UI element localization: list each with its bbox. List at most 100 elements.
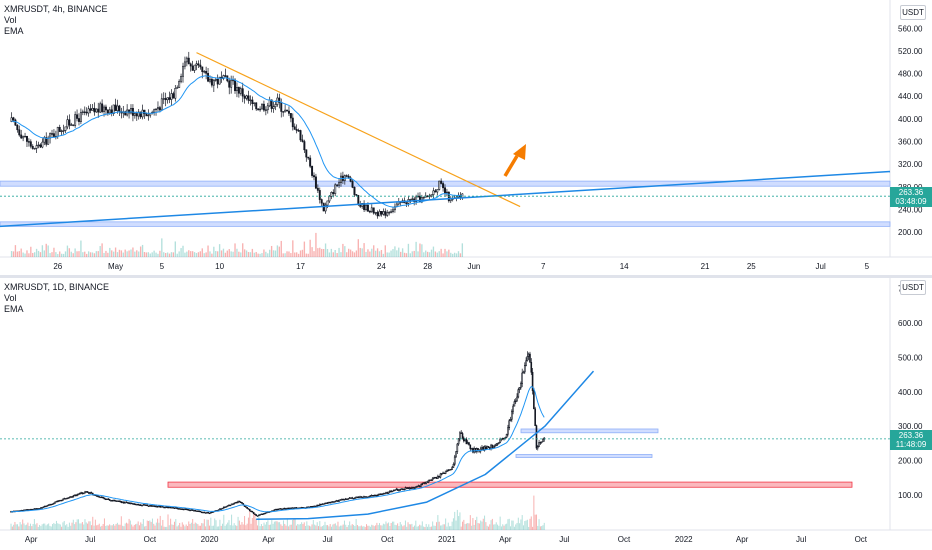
x-tick-label: Apr: [499, 535, 512, 544]
volume-bar: [89, 252, 92, 257]
candle-body: [379, 493, 382, 496]
candle-body: [278, 97, 281, 103]
volume-bar: [61, 526, 63, 530]
candle-body: [183, 61, 186, 67]
volume-bar: [116, 522, 118, 530]
volume-bar: [145, 252, 148, 257]
candle-body: [422, 196, 425, 199]
candle-body: [143, 504, 146, 506]
currency-unit-label[interactable]: USDT: [900, 5, 926, 20]
volume-bar: [189, 524, 191, 530]
candle-body: [71, 496, 73, 498]
candle-body: [281, 508, 283, 511]
volume-bar: [334, 250, 336, 257]
candle-body: [430, 194, 433, 197]
volume-bar: [299, 524, 301, 530]
candle-body: [40, 507, 42, 509]
candle-body: [425, 481, 427, 484]
candle-body: [232, 503, 234, 505]
candle-body: [338, 499, 341, 502]
volume-bar: [166, 526, 168, 530]
volume-bar: [267, 520, 269, 530]
volume-bar: [354, 526, 356, 530]
volume-bar: [303, 241, 306, 257]
volume-bar: [94, 519, 96, 530]
volume-bar: [218, 244, 221, 257]
volume-bar: [68, 522, 70, 530]
volume-bar: [253, 512, 255, 530]
chart-title: XMRUSDT, 1D, BINANCE: [4, 282, 110, 292]
volume-bar: [430, 249, 433, 257]
candle-body: [12, 117, 15, 121]
volume-bar: [53, 522, 55, 530]
volume-bar: [487, 526, 489, 530]
candle-body: [33, 508, 36, 510]
candle-body: [68, 119, 71, 126]
candle-body: [89, 108, 92, 111]
chart-pane-1d[interactable]: XMRUSDT, 1D, BINANCE Vol EMA USDT 263.36…: [0, 278, 932, 550]
volume-bar: [79, 523, 81, 530]
chart-canvas-1d[interactable]: 700.00600.00500.00400.00300.00200.00100.…: [0, 278, 932, 550]
volume-bar: [317, 248, 319, 257]
pane-divider[interactable]: [0, 275, 932, 278]
volume-bar: [74, 524, 76, 530]
support-zone: [515, 454, 653, 458]
volume-bar: [238, 251, 240, 257]
candle-body: [465, 438, 468, 445]
volume-bar: [59, 524, 61, 530]
candle-body: [329, 501, 331, 504]
volume-bar: [274, 250, 277, 257]
volume-bar: [46, 524, 48, 530]
volume-bar: [186, 251, 188, 257]
candle-body: [380, 211, 383, 215]
volume-bar: [269, 249, 271, 257]
volume-bar: [442, 253, 444, 257]
candle-body: [390, 490, 392, 493]
candle-body: [230, 503, 233, 506]
volume-bar: [415, 241, 417, 257]
volume-bar: [524, 521, 526, 530]
volume-bar: [39, 524, 41, 530]
candle-body: [191, 509, 194, 511]
volume-bar: [525, 520, 527, 530]
volume-bar: [20, 248, 22, 257]
candle-body: [224, 75, 227, 77]
volume-bar: [80, 240, 82, 257]
volume-bar: [240, 252, 242, 257]
arrow-up-icon: [513, 144, 526, 160]
candle-body: [36, 508, 38, 510]
volume-bar: [62, 522, 64, 530]
volume-bar: [115, 523, 117, 530]
volume-bar: [144, 526, 146, 530]
candle-body: [439, 473, 442, 478]
volume-bar: [145, 525, 147, 530]
long-term-zone: [167, 481, 853, 488]
candle-body: [335, 500, 338, 502]
candle-body: [424, 482, 426, 484]
volume-bar: [503, 525, 505, 530]
y-tick-label: 320.00: [898, 160, 923, 169]
volume-bar: [112, 251, 115, 257]
candle-body: [86, 491, 89, 493]
volume-bar: [468, 523, 470, 530]
candle-body: [149, 505, 151, 507]
chart-canvas-4h[interactable]: 560.00 520.00 480.00 440.00 400.00 360.00 320.…: [0, 0, 932, 272]
candle-body: [355, 194, 358, 196]
candle-body: [165, 506, 168, 508]
candle-body: [526, 356, 529, 362]
volume-bar: [17, 524, 19, 530]
volume-bar: [199, 251, 202, 257]
candle-body: [470, 448, 473, 450]
volume-bar: [37, 250, 40, 257]
volume-bar: [49, 525, 51, 530]
volume-bar: [215, 251, 217, 257]
candle-body: [381, 493, 383, 495]
volume-bar: [384, 524, 386, 530]
candle-body: [78, 493, 81, 495]
chart-pane-4h[interactable]: XMRUSDT, 4h, BINANCE Vol EMA USDT 263.36…: [0, 0, 932, 272]
currency-unit-label[interactable]: USDT: [900, 280, 926, 295]
candle-body: [331, 501, 334, 503]
candle-body: [365, 204, 367, 210]
volume-bar: [28, 253, 30, 257]
volume-bar: [219, 519, 221, 530]
